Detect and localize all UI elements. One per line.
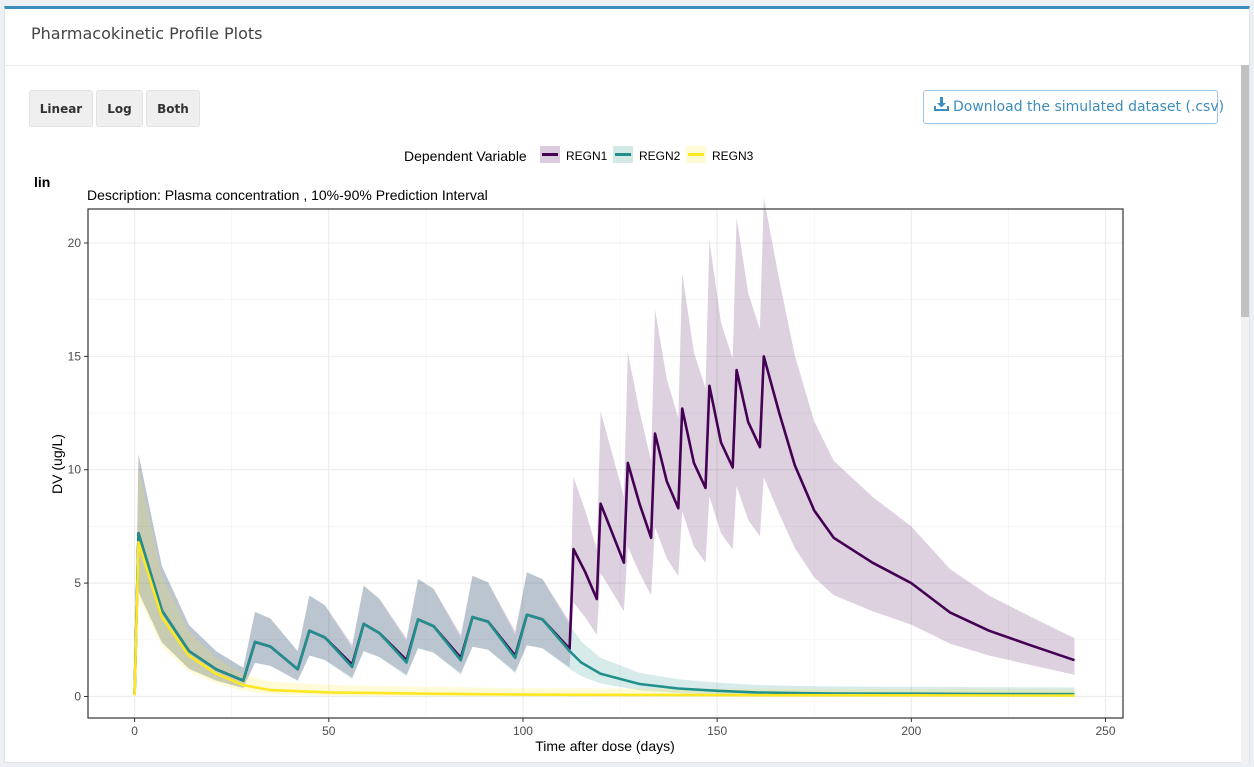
x-tick-label: 50 (322, 724, 336, 738)
y-tick-label: 20 (68, 236, 82, 250)
x-tick-label: 0 (131, 724, 138, 738)
legend-label-regn3: REGN3 (712, 149, 754, 163)
interval-band-regn1 (134, 197, 1075, 697)
legend-label-regn1: REGN1 (566, 149, 608, 163)
series-line-regn3 (133, 540, 1075, 697)
x-tick-label: 150 (707, 724, 727, 738)
panel-title: Pharmacokinetic Profile Plots (31, 24, 263, 43)
scrollbar[interactable] (1241, 65, 1249, 765)
plot-border (87, 208, 1124, 719)
log-button[interactable]: Log (96, 90, 143, 127)
plot-area: 0 50 100 150 200 250 0 5 10 15 20 (68, 197, 1124, 738)
x-tick-label: 250 (1096, 724, 1116, 738)
download-label: Download the simulated dataset (.csv) (953, 99, 1225, 115)
interval-band-regn2 (134, 454, 1075, 697)
chart-title: Description: Plasma concentration , 10%-… (87, 187, 488, 203)
y-axis-label: DV (ug/L) (49, 434, 65, 494)
legend: Dependent Variable REGN1 REGN2 REGN3 (404, 146, 754, 164)
x-tick-label: 100 (513, 724, 533, 738)
x-axis-label: Time after dose (days) (535, 738, 675, 754)
panel-header: Pharmacokinetic Profile Plots (5, 9, 1249, 66)
download-icon (934, 91, 949, 123)
legend-label-regn2: REGN2 (639, 149, 681, 163)
y-tick-label: 0 (74, 689, 81, 703)
panel-label: lin (34, 174, 50, 190)
download-dataset-button[interactable]: Download the simulated dataset (.csv) (923, 90, 1224, 124)
y-tick-label: 15 (68, 349, 82, 363)
y-tick-label: 10 (68, 463, 82, 477)
plot-background (88, 209, 1123, 718)
both-button[interactable]: Both (146, 90, 200, 127)
y-tick-label: 5 (74, 576, 81, 590)
x-tick-label: 200 (901, 724, 921, 738)
linear-button[interactable]: Linear (29, 90, 93, 127)
scroll-thumb[interactable] (1241, 65, 1249, 317)
series-line-regn2 (133, 531, 1075, 696)
legend-title: Dependent Variable (404, 148, 527, 164)
